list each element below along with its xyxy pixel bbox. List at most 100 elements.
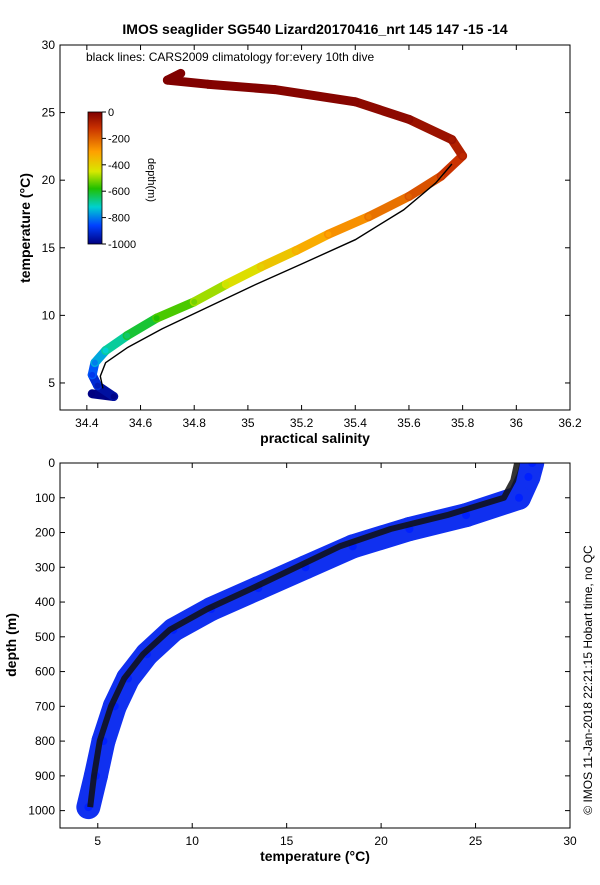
ts-data-point bbox=[110, 393, 117, 400]
profile-x-tick-label: 25 bbox=[469, 834, 483, 848]
ts-data-point bbox=[89, 390, 96, 397]
ts-band-segment bbox=[323, 212, 374, 239]
ts-data-point bbox=[91, 359, 98, 366]
profile-y-tick-label: 0 bbox=[48, 456, 55, 470]
ts-band-segment bbox=[189, 279, 231, 307]
colorbar-tick-label: 0 bbox=[108, 107, 114, 119]
ts-data-point bbox=[223, 281, 230, 288]
ts-x-tick-label: 34.4 bbox=[75, 416, 99, 430]
profile-chart: 5 10 15 20 25 30 0 100 200 300 400 500 600 700 800 900… bbox=[3, 456, 577, 864]
ts-data-point bbox=[293, 247, 300, 254]
ts-data-point bbox=[102, 347, 109, 354]
colorbar-tick-label: -600 bbox=[108, 186, 130, 198]
profile-glider-band bbox=[76, 463, 545, 820]
profile-data-point bbox=[515, 493, 523, 502]
ts-y-tick-label: 10 bbox=[42, 308, 56, 322]
ts-y-axis-label: temperature (°C) bbox=[17, 173, 33, 283]
colorbar: 0 -200 -400 -600 -800 -1000 depth(m) bbox=[87, 107, 157, 251]
ts-x-ticks: 34.4 34.6 34.8 35 35.2 35.4 35.6 35.8 36 36.2 bbox=[75, 45, 582, 430]
ts-annotation: black lines: CARS2009 climatology for:ev… bbox=[86, 50, 374, 64]
colorbar-tick-label: -400 bbox=[108, 160, 130, 172]
profile-x-axis-label: temperature (°C) bbox=[260, 848, 370, 864]
ts-data-point bbox=[89, 371, 96, 378]
ts-glider-points bbox=[89, 70, 466, 400]
profile-y-tick-label: 700 bbox=[35, 699, 55, 713]
profile-y-tick-label: 400 bbox=[35, 595, 55, 609]
colorbar-tick-label: -200 bbox=[108, 133, 130, 145]
profile-y-tick-label: 800 bbox=[35, 734, 55, 748]
profile-x-tick-label: 30 bbox=[563, 834, 577, 848]
colorbar-tick-label: -800 bbox=[108, 213, 130, 225]
ts-x-tick-label: 34.6 bbox=[129, 416, 153, 430]
ts-band-segment bbox=[404, 114, 457, 145]
ts-data-point bbox=[405, 193, 412, 200]
ts-x-tick-label: 36 bbox=[510, 416, 524, 430]
ts-data-point bbox=[94, 382, 101, 389]
ts-band-segment bbox=[291, 229, 333, 255]
profile-data-point bbox=[524, 472, 533, 481]
colorbar-ticks: 0 -200 -400 -600 -800 -1000 bbox=[102, 107, 136, 251]
profile-climatology-line bbox=[87, 463, 521, 808]
ts-band-segment bbox=[122, 313, 162, 341]
ts-data-point bbox=[325, 231, 332, 238]
profile-y-tick-label: 600 bbox=[35, 665, 55, 679]
ts-data-point bbox=[271, 86, 278, 93]
ts-x-tick-label: 36.2 bbox=[558, 416, 582, 430]
ts-data-point bbox=[448, 136, 455, 143]
ts-data-point bbox=[352, 98, 359, 105]
credit-text: © IMOS 11-Jan-2018 22:21:15 Hobart time,… bbox=[581, 545, 595, 815]
profile-y-tick-label: 300 bbox=[35, 560, 55, 574]
ts-band-segment bbox=[203, 79, 280, 95]
ts-band-segment bbox=[221, 262, 266, 289]
profile-y-tick-label: 1000 bbox=[28, 804, 55, 818]
ts-x-tick-label: 35.8 bbox=[451, 416, 475, 430]
ts-data-point bbox=[177, 70, 184, 77]
ts-chart: 34.4 34.6 34.8 35 35.2 35.4 35.6 35.8 36 36.2 5 10… bbox=[17, 38, 582, 446]
ts-band-segment bbox=[256, 245, 301, 272]
ts-y-tick-label: 25 bbox=[42, 106, 56, 120]
ts-x-tick-label: 34.8 bbox=[183, 416, 207, 430]
ts-band-segment bbox=[270, 85, 360, 107]
ts-data-point bbox=[365, 213, 372, 220]
ts-band-segment bbox=[404, 171, 446, 201]
colorbar-label: depth(m) bbox=[145, 158, 157, 202]
ts-y-tick-label: 15 bbox=[42, 241, 56, 255]
profile-y-tick-label: 900 bbox=[35, 769, 55, 783]
ts-y-tick-label: 30 bbox=[42, 38, 56, 52]
profile-x-tick-label: 15 bbox=[280, 834, 294, 848]
ts-data-point bbox=[459, 152, 466, 159]
ts-data-point bbox=[258, 263, 265, 270]
ts-band-segment bbox=[364, 191, 414, 222]
profile-x-ticks: 5 10 15 20 25 30 bbox=[94, 463, 577, 848]
ts-x-tick-label: 35.4 bbox=[344, 416, 368, 430]
profile-x-tick-label: 5 bbox=[94, 834, 101, 848]
ts-x-tick-label: 35.6 bbox=[397, 416, 421, 430]
profile-x-tick-label: 10 bbox=[186, 834, 200, 848]
ts-data-point bbox=[124, 332, 131, 339]
ts-data-point bbox=[405, 116, 412, 123]
ts-x-tick-label: 35 bbox=[241, 416, 255, 430]
colorbar-gradient bbox=[87, 111, 103, 245]
profile-y-tick-label: 200 bbox=[35, 526, 55, 540]
profile-plot-frame bbox=[59, 462, 571, 829]
ts-band-segment bbox=[152, 297, 199, 323]
ts-data-point bbox=[204, 81, 211, 88]
profile-data-point bbox=[528, 463, 537, 467]
ts-glider-band bbox=[87, 68, 468, 401]
profile-data-point bbox=[462, 511, 471, 520]
ts-y-ticks: 5 10 15 20 25 30 bbox=[42, 38, 570, 390]
ts-plot-frame bbox=[59, 44, 571, 411]
ts-y-tick-label: 5 bbox=[48, 376, 55, 390]
ts-x-tick-label: 35.2 bbox=[290, 416, 314, 430]
figure-title: IMOS seaglider SG540 Lizard20170416_nrt … bbox=[122, 21, 507, 37]
profile-y-axis-label: depth (m) bbox=[3, 613, 19, 677]
ts-y-tick-label: 20 bbox=[42, 173, 56, 187]
ts-band-segment bbox=[350, 97, 414, 124]
profile-y-tick-label: 100 bbox=[35, 491, 55, 505]
profile-x-tick-label: 20 bbox=[374, 834, 388, 848]
ts-x-axis-label: practical salinity bbox=[260, 430, 370, 446]
ts-data-point bbox=[164, 77, 171, 84]
ts-data-point bbox=[191, 298, 198, 305]
